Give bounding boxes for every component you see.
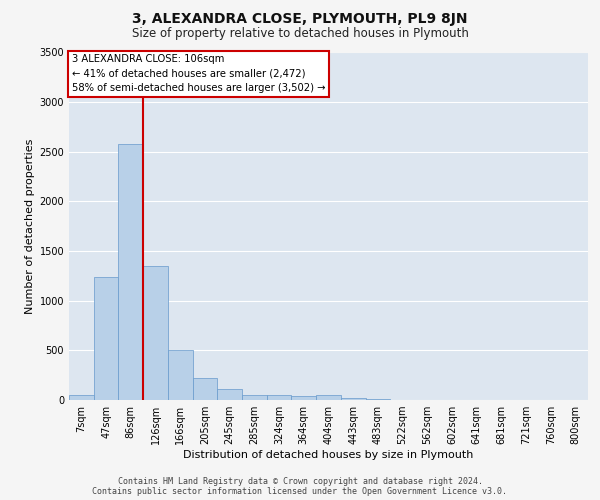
Bar — [267, 395, 292, 400]
Bar — [168, 350, 193, 400]
Bar — [118, 144, 143, 400]
X-axis label: Distribution of detached houses by size in Plymouth: Distribution of detached houses by size … — [184, 450, 473, 460]
Text: 3, ALEXANDRA CLOSE, PLYMOUTH, PL9 8JN: 3, ALEXANDRA CLOSE, PLYMOUTH, PL9 8JN — [132, 12, 468, 26]
Bar — [143, 266, 168, 400]
Text: 3 ALEXANDRA CLOSE: 106sqm
← 41% of detached houses are smaller (2,472)
58% of se: 3 ALEXANDRA CLOSE: 106sqm ← 41% of detac… — [71, 54, 325, 93]
Bar — [316, 394, 341, 400]
Bar — [94, 277, 118, 400]
Bar — [69, 395, 94, 400]
Bar — [341, 398, 365, 400]
Text: Size of property relative to detached houses in Plymouth: Size of property relative to detached ho… — [131, 28, 469, 40]
Bar — [365, 399, 390, 400]
Bar — [217, 389, 242, 400]
Bar — [292, 396, 316, 400]
Text: Contains HM Land Registry data © Crown copyright and database right 2024.
Contai: Contains HM Land Registry data © Crown c… — [92, 476, 508, 496]
Bar — [242, 394, 267, 400]
Bar — [193, 378, 217, 400]
Y-axis label: Number of detached properties: Number of detached properties — [25, 138, 35, 314]
